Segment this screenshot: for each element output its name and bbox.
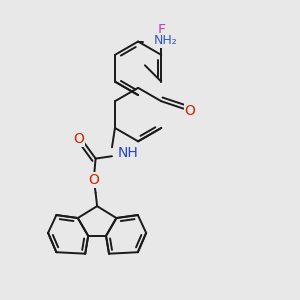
Text: O: O bbox=[73, 132, 84, 146]
Text: NH: NH bbox=[118, 146, 139, 160]
Text: F: F bbox=[157, 22, 165, 37]
Text: O: O bbox=[73, 132, 84, 146]
Text: NH: NH bbox=[118, 146, 139, 160]
Text: O: O bbox=[89, 173, 100, 187]
Text: NH₂: NH₂ bbox=[154, 34, 178, 46]
Text: NH₂: NH₂ bbox=[154, 34, 178, 46]
Text: F: F bbox=[157, 22, 165, 37]
Text: O: O bbox=[185, 104, 196, 118]
Text: O: O bbox=[185, 104, 196, 118]
Text: O: O bbox=[89, 173, 100, 187]
